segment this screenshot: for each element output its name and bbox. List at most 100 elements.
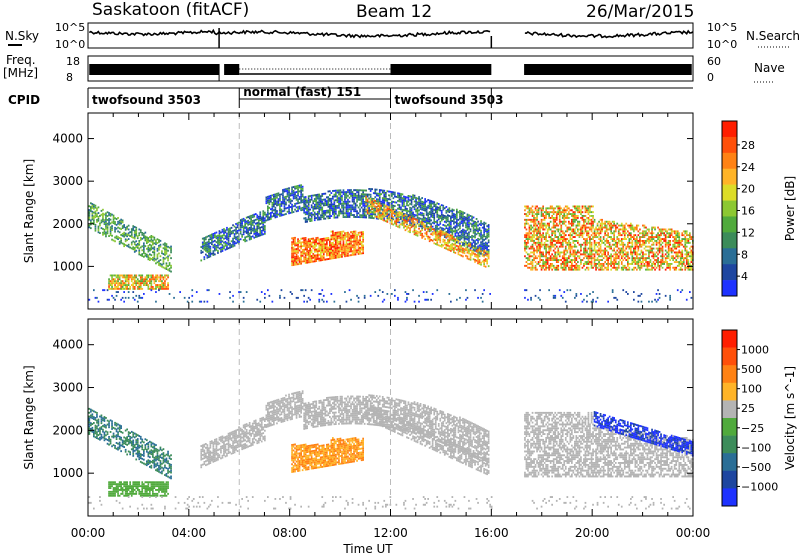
data-cell — [563, 211, 566, 214]
data-cell — [413, 225, 416, 228]
data-cell — [158, 252, 160, 255]
data-cell — [339, 202, 342, 205]
data-cell — [580, 249, 582, 252]
data-cell — [460, 210, 463, 213]
data-cell — [564, 263, 567, 265]
data-cell — [102, 233, 104, 236]
data-cell — [123, 282, 125, 285]
data-cell — [561, 251, 564, 254]
data-cell — [271, 198, 274, 201]
data-cell — [147, 276, 150, 279]
data-cell — [537, 255, 540, 258]
data-cell — [94, 212, 97, 215]
data-cell — [477, 247, 479, 250]
data-cell — [530, 247, 532, 250]
data-cell — [462, 234, 464, 237]
data-cell — [365, 201, 367, 203]
data-cell — [91, 218, 94, 221]
data-cell — [525, 205, 528, 208]
freq-unit-label: [MHz] — [3, 66, 38, 80]
data-cell — [124, 234, 127, 237]
data-cell — [357, 231, 360, 234]
data-cell — [357, 191, 360, 194]
data-cell — [327, 202, 330, 204]
data-cell — [447, 238, 449, 241]
data-cell — [218, 241, 221, 244]
data-cell — [276, 214, 278, 216]
data-cell — [93, 207, 95, 210]
data-cell — [347, 247, 349, 249]
data-cell — [371, 217, 373, 219]
data-cell — [227, 233, 230, 236]
data-cell — [117, 222, 119, 225]
data-cell — [332, 253, 334, 256]
data-cell — [537, 222, 540, 225]
data-cell — [167, 284, 169, 286]
data-cell — [557, 240, 560, 242]
data-cell — [546, 211, 549, 214]
data-cell — [397, 296, 399, 299]
data-cell — [424, 219, 426, 222]
data-cell — [527, 236, 529, 238]
data-cell — [268, 197, 271, 200]
data-cell — [436, 215, 439, 218]
data-cell — [563, 253, 566, 256]
data-cell — [297, 209, 299, 212]
data-cell — [433, 228, 436, 231]
data-cell — [304, 240, 307, 243]
data-cell — [478, 247, 481, 250]
data-cell — [173, 296, 175, 299]
data-cell — [459, 236, 461, 239]
data-cell — [97, 231, 100, 234]
data-cell — [333, 245, 336, 248]
data-cell — [220, 237, 222, 240]
data-cell — [264, 228, 266, 231]
data-cell — [353, 210, 355, 213]
data-cell — [604, 266, 606, 269]
data-cell — [543, 228, 546, 231]
data-cell — [127, 280, 130, 283]
data-cell — [326, 243, 328, 245]
data-cell — [383, 195, 386, 198]
data-cell — [345, 249, 348, 252]
data-cell — [109, 232, 112, 234]
data-cell — [132, 287, 135, 290]
data-cell — [433, 222, 436, 225]
data-cell — [321, 216, 324, 218]
data-cell — [108, 298, 110, 301]
data-cell — [336, 216, 339, 219]
data-cell — [583, 298, 585, 301]
data-cell — [254, 234, 257, 237]
data-cell — [431, 232, 434, 234]
data-cell — [398, 218, 401, 221]
data-cell — [580, 259, 582, 261]
data-cell — [291, 264, 293, 267]
data-cell — [484, 237, 487, 240]
data-cell — [135, 284, 138, 286]
data-cell — [380, 200, 383, 203]
data-cell — [307, 203, 310, 205]
data-cell — [572, 259, 575, 261]
data-cell — [209, 255, 212, 258]
data-cell — [165, 248, 168, 251]
data-cell — [589, 226, 591, 229]
data-cell — [539, 259, 541, 261]
data-cell — [292, 258, 295, 261]
data-cell — [530, 224, 532, 227]
data-cell — [357, 193, 360, 195]
data-cell — [117, 287, 119, 290]
data-cell — [120, 287, 122, 290]
data-cell — [564, 224, 567, 227]
data-cell — [291, 188, 293, 191]
data-cell — [430, 227, 432, 230]
data-cell — [276, 196, 278, 199]
data-cell — [354, 194, 357, 197]
data-cell — [327, 217, 330, 220]
data-cell — [158, 287, 160, 290]
data-cell — [245, 291, 248, 293]
data-cell — [601, 241, 603, 244]
data-cell — [566, 264, 569, 267]
data-cell — [548, 224, 550, 227]
data-cell — [465, 243, 467, 246]
data-cell — [554, 259, 557, 261]
